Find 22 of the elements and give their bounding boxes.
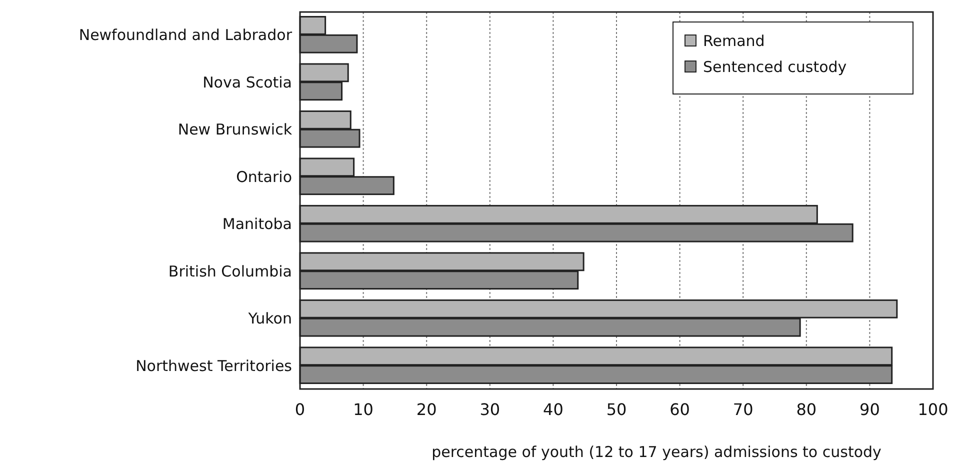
x-tick-label: 10: [353, 400, 374, 419]
y-tick-label: Manitoba: [222, 215, 292, 234]
x-tick-label: 30: [480, 400, 500, 419]
x-tick-label: 0: [294, 400, 306, 419]
y-tick-label: Nova Scotia: [202, 73, 292, 92]
x-tick-label: 60: [670, 400, 690, 419]
x-tick-label: 20: [416, 400, 437, 419]
y-tick-label: Ontario: [236, 168, 292, 186]
y-tick-label: Northwest Territories: [136, 356, 292, 375]
x-tick-label: 70: [732, 400, 754, 419]
x-axis-title: percentage of youth (12 to 17 years) admissions to custody: [432, 443, 882, 461]
y-tick-label: Newfoundland and Labrador: [78, 26, 293, 44]
y-tick-label: British Columbia: [168, 262, 292, 280]
legend-label: Remand: [703, 32, 765, 50]
x-tick-label: 40: [543, 400, 564, 419]
y-tick-label: Yukon: [247, 310, 292, 328]
legend-label: Sentenced custody: [703, 58, 847, 76]
x-tick-label: 100: [918, 400, 948, 419]
x-tick-label: 50: [606, 400, 627, 419]
x-tick-label: 80: [796, 400, 817, 419]
x-tick-label: 90: [860, 400, 880, 419]
y-tick-label: New Brunswick: [178, 120, 292, 139]
